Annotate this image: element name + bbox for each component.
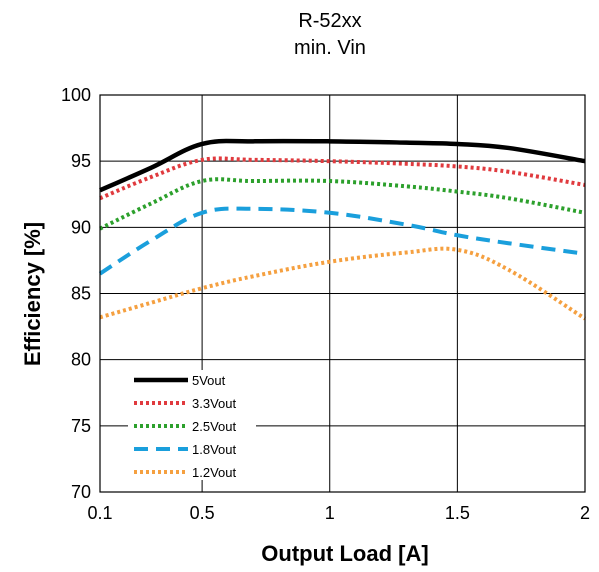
legend: 5Vout 3.3Vout 2.5Vout 1.8Vout 1.2Vout [128, 370, 256, 480]
series-line-5vout [99, 138, 586, 193]
x-tick-label: 0.5 [190, 503, 215, 523]
series-line-3-3vout [99, 156, 586, 201]
x-tick-label: 0.1 [87, 503, 112, 523]
x-tick-label: 1 [325, 503, 335, 523]
legend-label: 1.2Vout [192, 465, 236, 480]
y-axis-ticks: 70 75 80 85 90 95 100 [61, 85, 91, 502]
x-axis-label: Output Load [A] [261, 541, 428, 566]
legend-label: 2.5Vout [192, 419, 236, 434]
y-tick-label: 80 [71, 350, 91, 370]
chart-title: R-52xx [298, 10, 361, 32]
series-line-1-2vout [99, 246, 587, 321]
legend-background [128, 370, 256, 480]
chart-subtitle: min. Vin [294, 37, 366, 59]
y-tick-label: 70 [71, 482, 91, 502]
y-axis-label: Efficiency [%] [20, 222, 45, 366]
x-tick-label: 2 [580, 503, 590, 523]
data-series [98, 138, 587, 321]
y-tick-label: 75 [71, 416, 91, 436]
legend-label: 1.8Vout [192, 442, 236, 457]
y-tick-label: 100 [61, 85, 91, 105]
y-tick-label: 95 [71, 151, 91, 171]
legend-label: 3.3Vout [192, 396, 236, 411]
y-tick-label: 85 [71, 284, 91, 304]
x-axis-ticks: 0.1 0.5 1 1.5 2 [87, 503, 590, 523]
series-line-2-5vout [99, 177, 586, 231]
series-line-1-8vout [98, 206, 586, 276]
plot-area-frame [99, 94, 586, 493]
x-tick-label: 1.5 [445, 503, 470, 523]
y-tick-label: 90 [71, 217, 91, 237]
legend-label: 5Vout [192, 373, 226, 388]
